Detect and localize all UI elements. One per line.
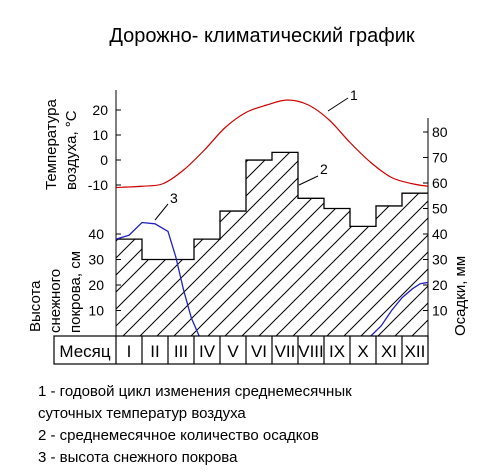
month-label: V bbox=[227, 342, 239, 361]
annotation-2-leader bbox=[298, 175, 319, 186]
snow-depth-segment bbox=[115, 221, 200, 337]
snow-tick-label: 20 bbox=[88, 277, 104, 293]
legend-line-3: 2 - среднемесячное количество осадков bbox=[38, 427, 319, 444]
snow-axis-label: Высота bbox=[27, 280, 44, 332]
month-label: III bbox=[174, 342, 188, 361]
precipitation-tick-labels: 80 70 60 50 40 30 20 10 bbox=[423, 124, 448, 319]
snow-axis-label-2: снежного bbox=[47, 269, 64, 333]
chart-title: Дорожно- климатический график bbox=[109, 25, 415, 47]
legend-line-2: суточных температур воздуха bbox=[38, 405, 246, 422]
month-label: IV bbox=[199, 342, 216, 361]
month-table bbox=[53, 335, 429, 365]
month-label: VII bbox=[275, 342, 296, 361]
precipitation-tick-label: 30 bbox=[432, 252, 448, 268]
month-cells: I II III IV V VI VII VIII IX X XI XII bbox=[127, 336, 426, 364]
annotation-3: 3 bbox=[170, 190, 178, 206]
snow-depth-segment bbox=[370, 281, 429, 337]
temperature-tick-label: -10 bbox=[88, 177, 108, 193]
precipitation-axis-label: Осадки, мм bbox=[452, 256, 469, 336]
month-header: Месяц bbox=[59, 342, 111, 361]
temperature-tick-labels: 20 10 0 -10 bbox=[88, 102, 121, 193]
annotation-3-leader bbox=[154, 203, 169, 221]
precipitation-tick-label: 60 bbox=[432, 175, 448, 191]
month-label: VIII bbox=[298, 342, 324, 361]
month-label: II bbox=[150, 342, 159, 361]
precipitation-series bbox=[116, 151, 428, 261]
precipitation-tick-label: 10 bbox=[432, 303, 448, 319]
annotation-1: 1 bbox=[350, 87, 358, 103]
temperature-axis-label-unit: воздуха, °С bbox=[63, 110, 80, 190]
precipitation-tick-label: 40 bbox=[432, 226, 448, 242]
snow-tick-label: 40 bbox=[88, 226, 104, 242]
month-label: I bbox=[127, 342, 132, 361]
precipitation-area bbox=[116, 152, 428, 336]
legend-line-4: 3 - высота снежного покрова bbox=[38, 449, 238, 466]
snow-tick-label: 10 bbox=[88, 303, 104, 319]
month-label: X bbox=[357, 342, 368, 361]
month-label: XI bbox=[381, 342, 397, 361]
temperature-axis-label: Температура bbox=[43, 98, 60, 190]
month-label: VI bbox=[251, 342, 267, 361]
snow-axis-label-3: покрова, см bbox=[67, 251, 84, 333]
annotation-2: 2 bbox=[320, 161, 328, 177]
legend-line-1: 1 - годовой цикл изменения среднемесячны… bbox=[38, 383, 352, 400]
month-label: XII bbox=[405, 342, 426, 361]
month-label: IX bbox=[329, 342, 345, 361]
snow-tick-label: 30 bbox=[88, 252, 104, 268]
temperature-tick-label: 20 bbox=[92, 102, 108, 118]
precipitation-tick-label: 50 bbox=[432, 201, 448, 217]
annotation-1-leader bbox=[327, 97, 349, 112]
precipitation-tick-label: 80 bbox=[432, 124, 448, 140]
precipitation-tick-label: 70 bbox=[432, 150, 448, 166]
snow-depth-series bbox=[115, 221, 429, 337]
temperature-tick-label: 10 bbox=[92, 127, 108, 143]
temperature-series bbox=[115, 99, 429, 189]
precipitation-tick-label: 20 bbox=[432, 277, 448, 293]
temperature-tick-label: 0 bbox=[100, 152, 108, 168]
